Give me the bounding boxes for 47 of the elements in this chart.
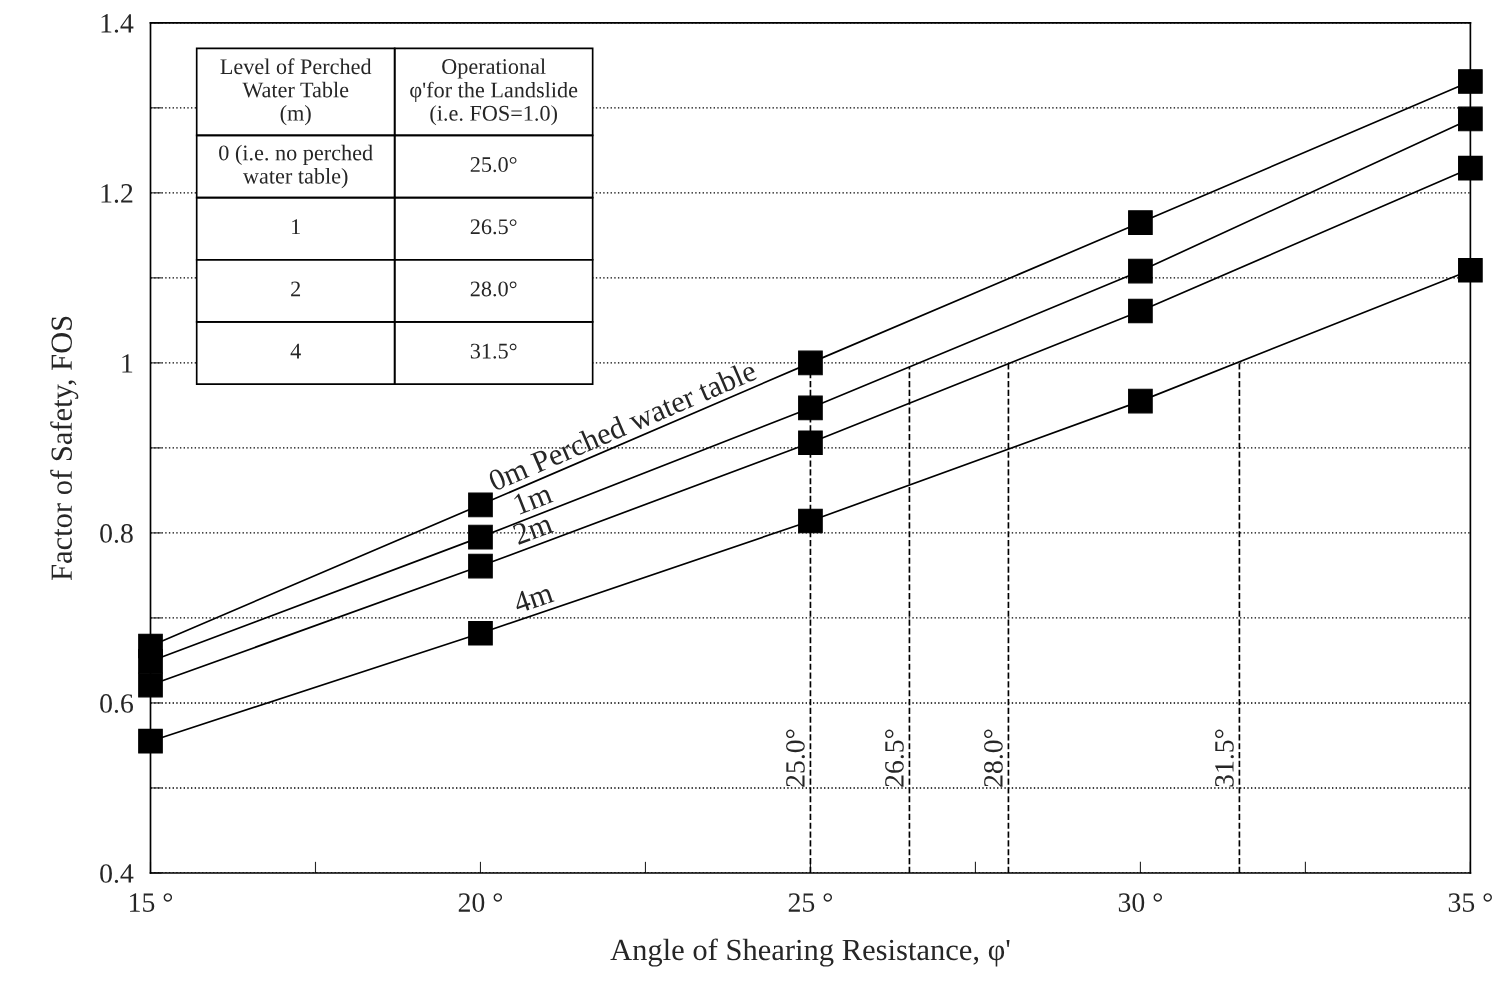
point — [138, 648, 163, 674]
y-tick-label: 0.6 — [100, 694, 133, 713]
point — [138, 728, 163, 754]
x-tick-label: 15 ° — [130, 893, 173, 912]
point — [1128, 298, 1153, 324]
point — [1458, 155, 1483, 181]
annotation: Level of Perched Water Table (m) — [220, 58, 372, 126]
x-axis-title: Angle of Shearing Resistance, φ' — [610, 938, 1010, 967]
ref-line-label: 25.0° — [786, 729, 805, 787]
point — [468, 620, 493, 646]
annotation: 4 — [290, 343, 301, 359]
point — [798, 395, 823, 421]
annotation: Operational φ'for the Landslide (i.e. FOS=1.0) — [410, 58, 578, 126]
point — [1458, 69, 1483, 94]
annotation: 2 — [291, 281, 301, 297]
y-tick-label: 1.2 — [101, 184, 133, 203]
point — [798, 350, 823, 376]
annotation: 28.0° — [470, 281, 517, 297]
y-tick-label: 0.8 — [100, 524, 133, 543]
y-axis-title: Factor of Safety, FOS — [50, 316, 79, 581]
point — [1128, 210, 1153, 235]
x-tick-label: 35 ° — [1448, 893, 1492, 912]
annotation: 0 (i.e. no perched water table) — [219, 144, 373, 189]
point — [468, 524, 493, 550]
ref-line-label: 26.5° — [885, 729, 904, 787]
point — [1128, 258, 1153, 284]
point — [798, 508, 823, 534]
x-tick-label: 20 ° — [458, 893, 503, 912]
point — [138, 672, 163, 698]
y-tick-label: 0.4 — [100, 864, 134, 883]
ref-line-label: 31.5° — [1215, 729, 1234, 787]
x-tick-label: 30 ° — [1118, 893, 1162, 912]
point — [1458, 257, 1483, 283]
text: 4m — [512, 582, 555, 614]
ref-line-label: 28.0° — [984, 729, 1003, 787]
annotation: 1 — [292, 219, 300, 234]
point — [1128, 388, 1153, 414]
annotation: 25.0° — [470, 157, 517, 173]
point — [468, 553, 493, 579]
y-tick-label: 1 — [122, 354, 133, 373]
point — [798, 430, 823, 456]
x-tick-label: 25 ° — [788, 893, 832, 912]
point — [1458, 106, 1483, 132]
point — [468, 492, 493, 518]
y-tick-label: 1.4 — [101, 14, 134, 33]
annotation: 26.5° — [470, 219, 517, 235]
annotation: 31.5° — [470, 343, 517, 359]
